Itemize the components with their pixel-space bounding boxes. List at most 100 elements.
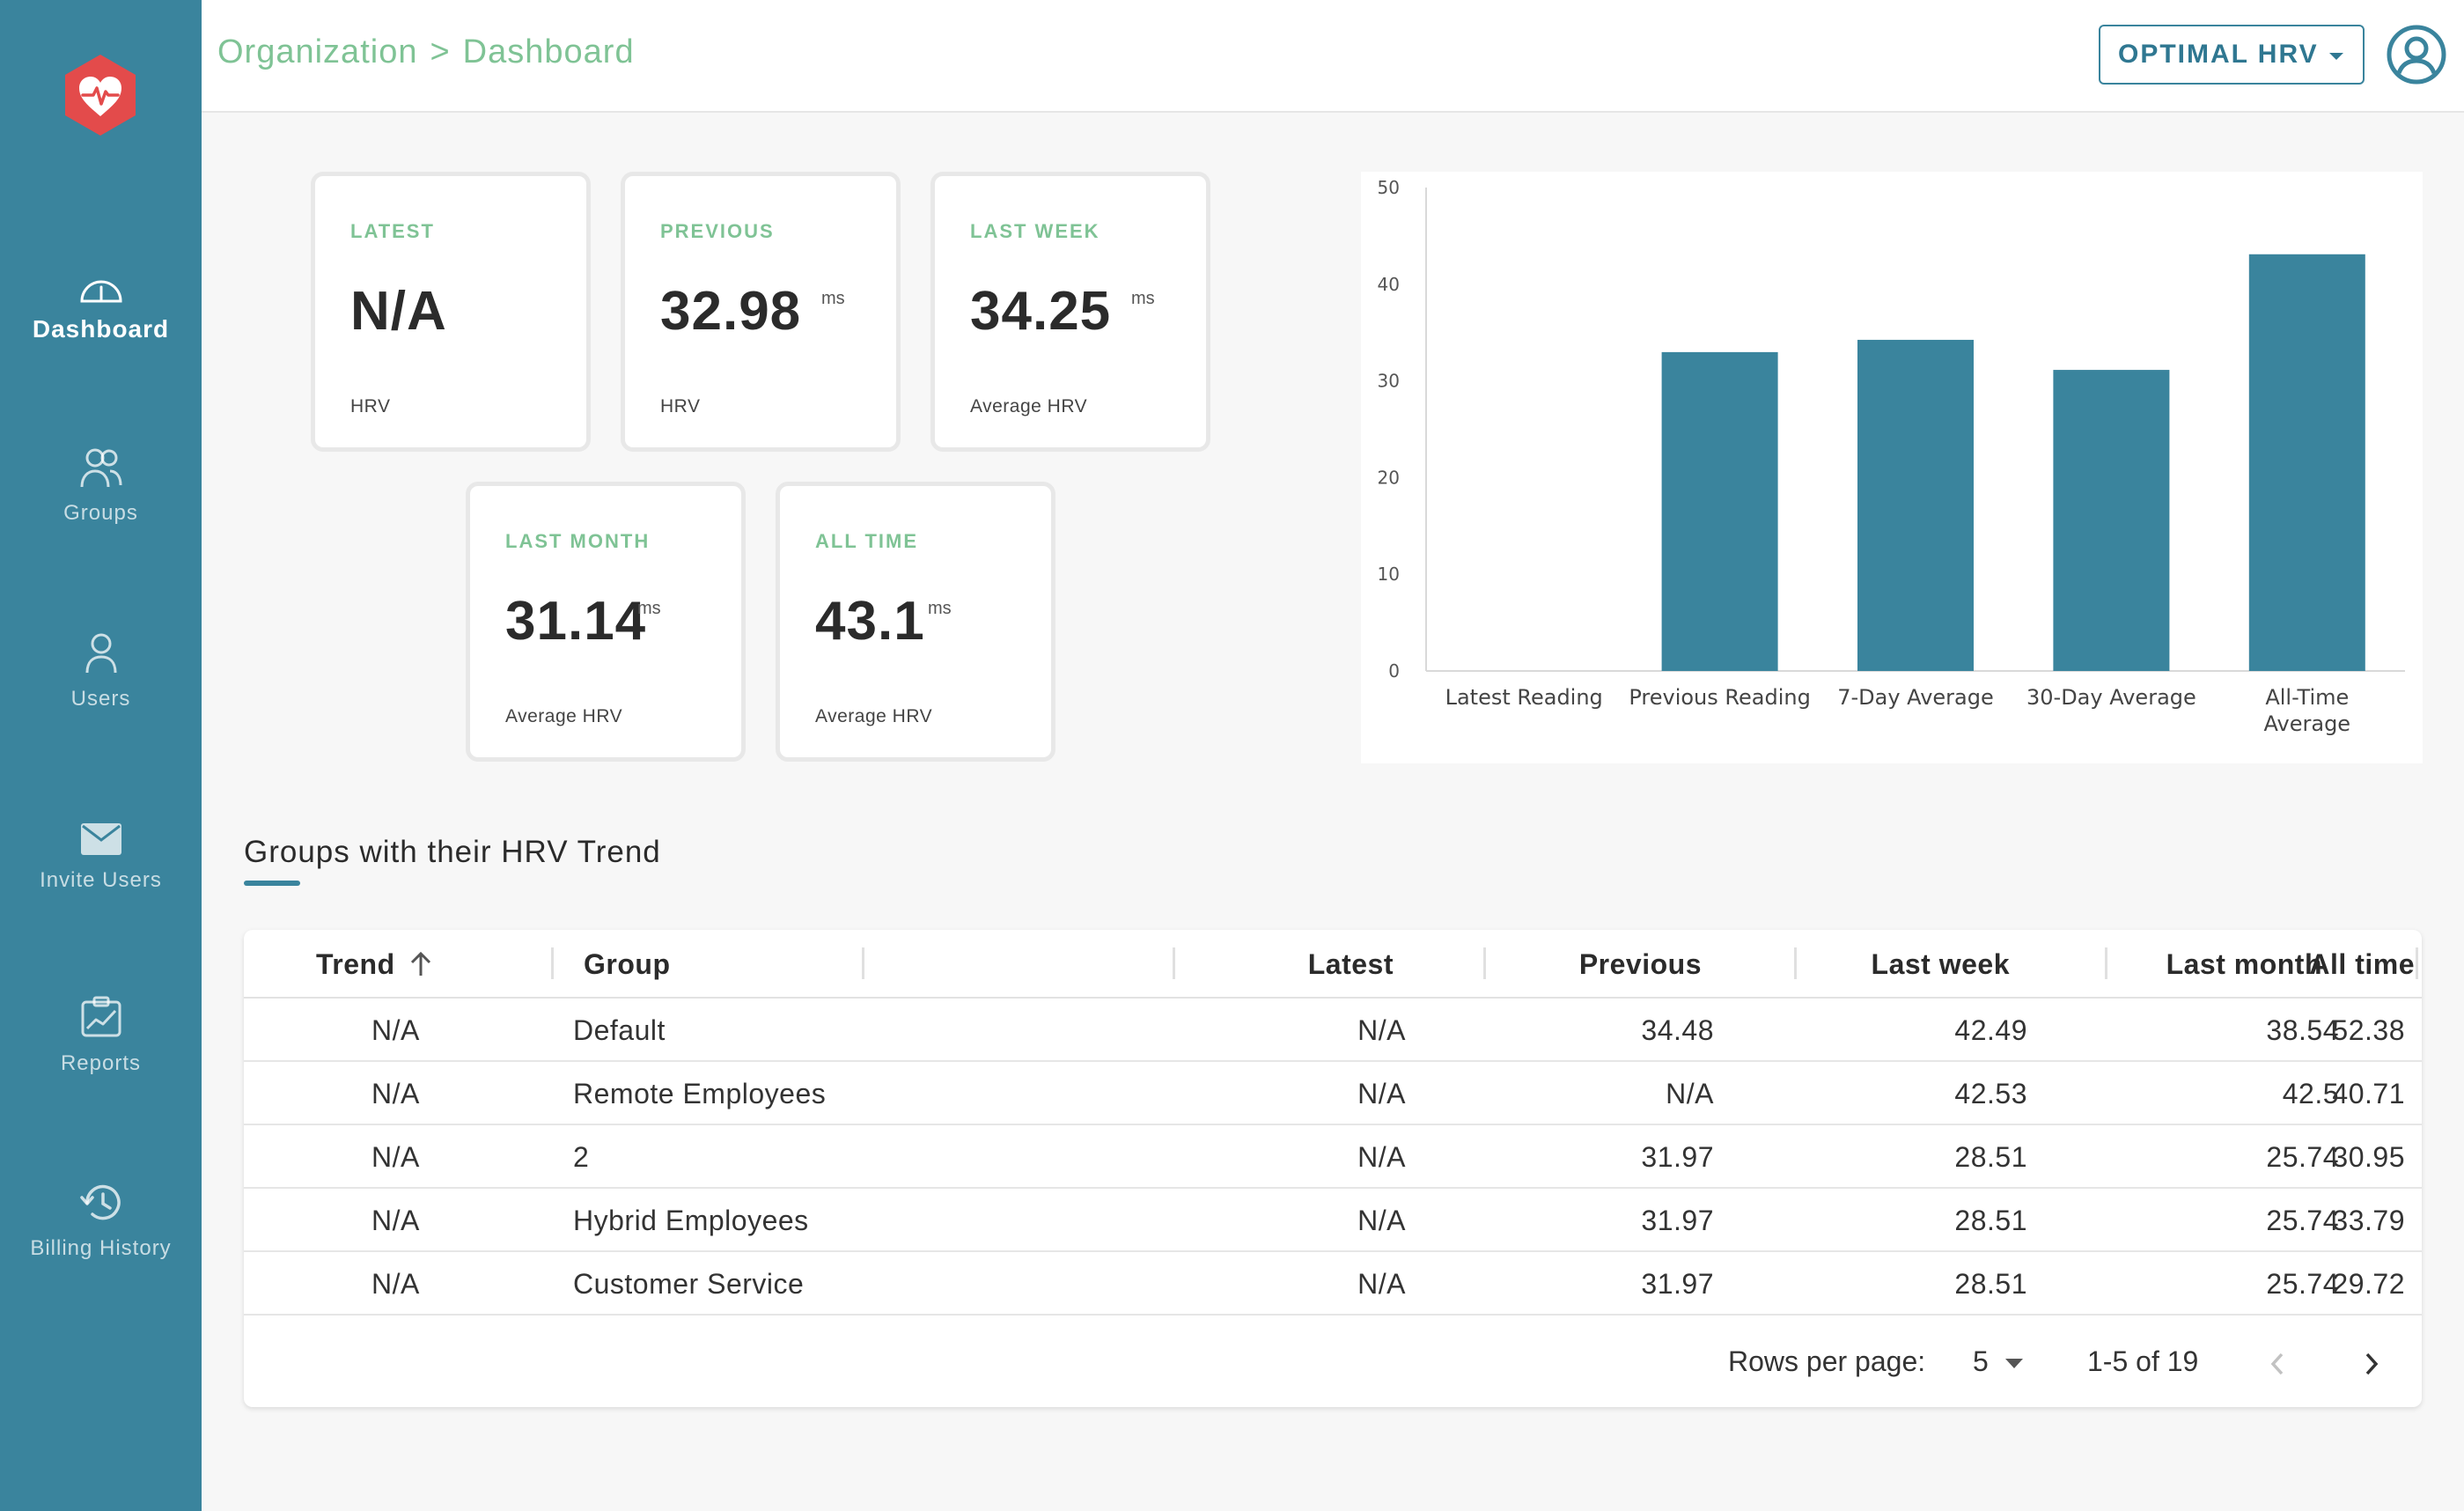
stat-subtitle: Average HRV: [970, 396, 1088, 416]
pagination-range: 1-5 of 19: [2087, 1345, 2199, 1377]
cell-group: 2: [573, 1141, 590, 1173]
breadcrumb-parent[interactable]: Organization: [217, 33, 418, 70]
avatar[interactable]: [2387, 25, 2446, 85]
sidebar-item-dashboard[interactable]: Dashboard: [0, 275, 202, 343]
next-page-button[interactable]: [2363, 1316, 2380, 1407]
sidebar-item-label: Groups: [63, 501, 138, 525]
bar[interactable]: [2248, 254, 2365, 671]
rows-per-page-value: 5: [1973, 1345, 1989, 1377]
section-title-underline: [244, 881, 300, 886]
sidebar-item-billing-history[interactable]: Billing History: [0, 1180, 202, 1261]
stat-unit: ms: [637, 599, 661, 618]
report-chart-icon: [81, 996, 121, 1037]
table-row[interactable]: N/A Customer Service N/A 31.97 28.51 25.…: [244, 1252, 2422, 1316]
rows-per-page-label: Rows per page:: [1728, 1345, 1926, 1377]
cell-previous: 31.97: [1641, 1141, 1714, 1173]
column-header-all-time[interactable]: All time: [2309, 948, 2415, 980]
column-separator[interactable]: [862, 947, 864, 979]
cell-trend: N/A: [371, 1141, 420, 1173]
cell-previous: 31.97: [1641, 1268, 1714, 1300]
table-row[interactable]: N/A Remote Employees N/A N/A 42.53 42.5 …: [244, 1062, 2422, 1125]
stat-subtitle: HRV: [350, 396, 391, 416]
x-tick-label: 7-Day Average: [1837, 685, 1994, 710]
cell-all-time: 52.38: [2332, 1014, 2405, 1046]
previous-page-button[interactable]: [2269, 1316, 2286, 1407]
cell-last-month: 42.5: [2282, 1078, 2339, 1109]
x-tick-label: Previous Reading: [1629, 685, 1810, 710]
x-tick-label: 30-Day Average: [2026, 685, 2196, 710]
column-separator[interactable]: [2105, 947, 2107, 979]
column-separator[interactable]: [1483, 947, 1486, 979]
column-separator[interactable]: [551, 947, 554, 979]
breadcrumb-current: Dashboard: [462, 33, 635, 70]
sidebar-item-label: Reports: [60, 1051, 142, 1075]
bar[interactable]: [1661, 351, 1778, 671]
table-header: Trend Group Latest Previous Last week La…: [244, 930, 2422, 999]
sidebar-item-reports[interactable]: Reports: [0, 995, 202, 1076]
cell-latest: N/A: [1357, 1141, 1406, 1173]
chevron-left-icon: [2270, 1353, 2284, 1375]
x-tick-label: Latest Reading: [1445, 685, 1603, 710]
column-separator[interactable]: [1794, 947, 1797, 979]
y-tick-label: 50: [1378, 177, 1400, 198]
cell-group: Hybrid Employees: [573, 1205, 809, 1236]
stat-subtitle: Average HRV: [505, 706, 623, 726]
cell-last-month: 25.74: [2266, 1268, 2339, 1300]
cell-last-week: 28.51: [1954, 1205, 2027, 1236]
bar[interactable]: [1857, 339, 1974, 671]
y-tick-label: 10: [1378, 564, 1400, 585]
stat-label: LAST MONTH: [505, 530, 651, 552]
y-tick-label: 30: [1378, 371, 1400, 392]
sidebar-item-label: Billing History: [30, 1236, 172, 1260]
cell-last-month: 25.74: [2266, 1205, 2339, 1236]
sidebar-item-label: Invite Users: [40, 868, 162, 892]
cell-trend: N/A: [371, 1078, 420, 1109]
metric-select[interactable]: OPTIMAL HRV: [2099, 25, 2365, 85]
sidebar-item-invite-users[interactable]: Invite Users: [0, 821, 202, 893]
cell-all-time: 30.95: [2332, 1141, 2405, 1173]
column-header-group[interactable]: Group: [584, 948, 671, 980]
cell-all-time: 40.71: [2332, 1078, 2405, 1109]
y-tick-label: 0: [1388, 660, 1400, 682]
column-header-last-month[interactable]: Last month: [2166, 948, 2322, 980]
metric-select-value: OPTIMAL HRV: [2118, 40, 2319, 69]
speedometer-icon: [79, 280, 122, 303]
bar[interactable]: [2053, 370, 2170, 671]
table-row[interactable]: N/A Hybrid Employees N/A 31.97 28.51 25.…: [244, 1189, 2422, 1252]
column-header-last-week[interactable]: Last week: [1871, 948, 2010, 980]
column-separator[interactable]: [2416, 947, 2418, 979]
section-title: Groups with their HRV Trend: [244, 835, 661, 869]
column-separator[interactable]: [1173, 947, 1175, 979]
cell-latest: N/A: [1357, 1268, 1406, 1300]
hrv-bar-chart: 0 10 20 30 40 50 Latest Reading Previous Readi…: [1361, 172, 2423, 763]
top-header: Organization > Dashboard OPTIMAL HRV: [202, 0, 2464, 113]
caret-down-icon: [2004, 1358, 2023, 1368]
rows-per-page-select[interactable]: 5: [1973, 1316, 2023, 1407]
table-row[interactable]: N/A Default N/A 34.48 42.49 38.54 52.38: [244, 999, 2422, 1062]
column-header-trend[interactable]: Trend: [316, 930, 433, 999]
stat-subtitle: HRV: [660, 396, 701, 416]
cell-group: Default: [573, 1014, 666, 1046]
stat-subtitle: Average HRV: [815, 706, 933, 726]
sidebar-item-label: Users: [70, 687, 131, 711]
user-icon: [85, 633, 116, 674]
cell-previous: 31.97: [1641, 1205, 1714, 1236]
column-header-previous[interactable]: Previous: [1578, 948, 1702, 980]
table-row[interactable]: N/A 2 N/A 31.97 28.51 25.74 30.95: [244, 1125, 2422, 1189]
cell-last-week: 28.51: [1954, 1268, 2027, 1300]
stat-label: PREVIOUS: [660, 220, 775, 242]
breadcrumb-separator: >: [430, 33, 451, 70]
sidebar-item-groups[interactable]: Groups: [0, 445, 202, 526]
chevron-right-icon: [2365, 1353, 2379, 1375]
stat-label: LATEST: [350, 220, 435, 242]
bar-chart-svg: 0 10 20 30 40 50 Latest Reading Previous Readi…: [1378, 177, 2405, 736]
cell-latest: N/A: [1357, 1078, 1406, 1109]
column-header-latest[interactable]: Latest: [1307, 948, 1394, 980]
cell-latest: N/A: [1357, 1205, 1406, 1236]
caret-down-icon: [2329, 53, 2343, 60]
stat-label: LAST WEEK: [970, 220, 1100, 242]
cell-group: Remote Employees: [573, 1078, 827, 1109]
sidebar-item-label: Dashboard: [32, 315, 170, 343]
sidebar-item-users[interactable]: Users: [0, 630, 202, 711]
stat-card-last-week: LAST WEEK 34.25 ms Average HRV: [930, 172, 1210, 452]
